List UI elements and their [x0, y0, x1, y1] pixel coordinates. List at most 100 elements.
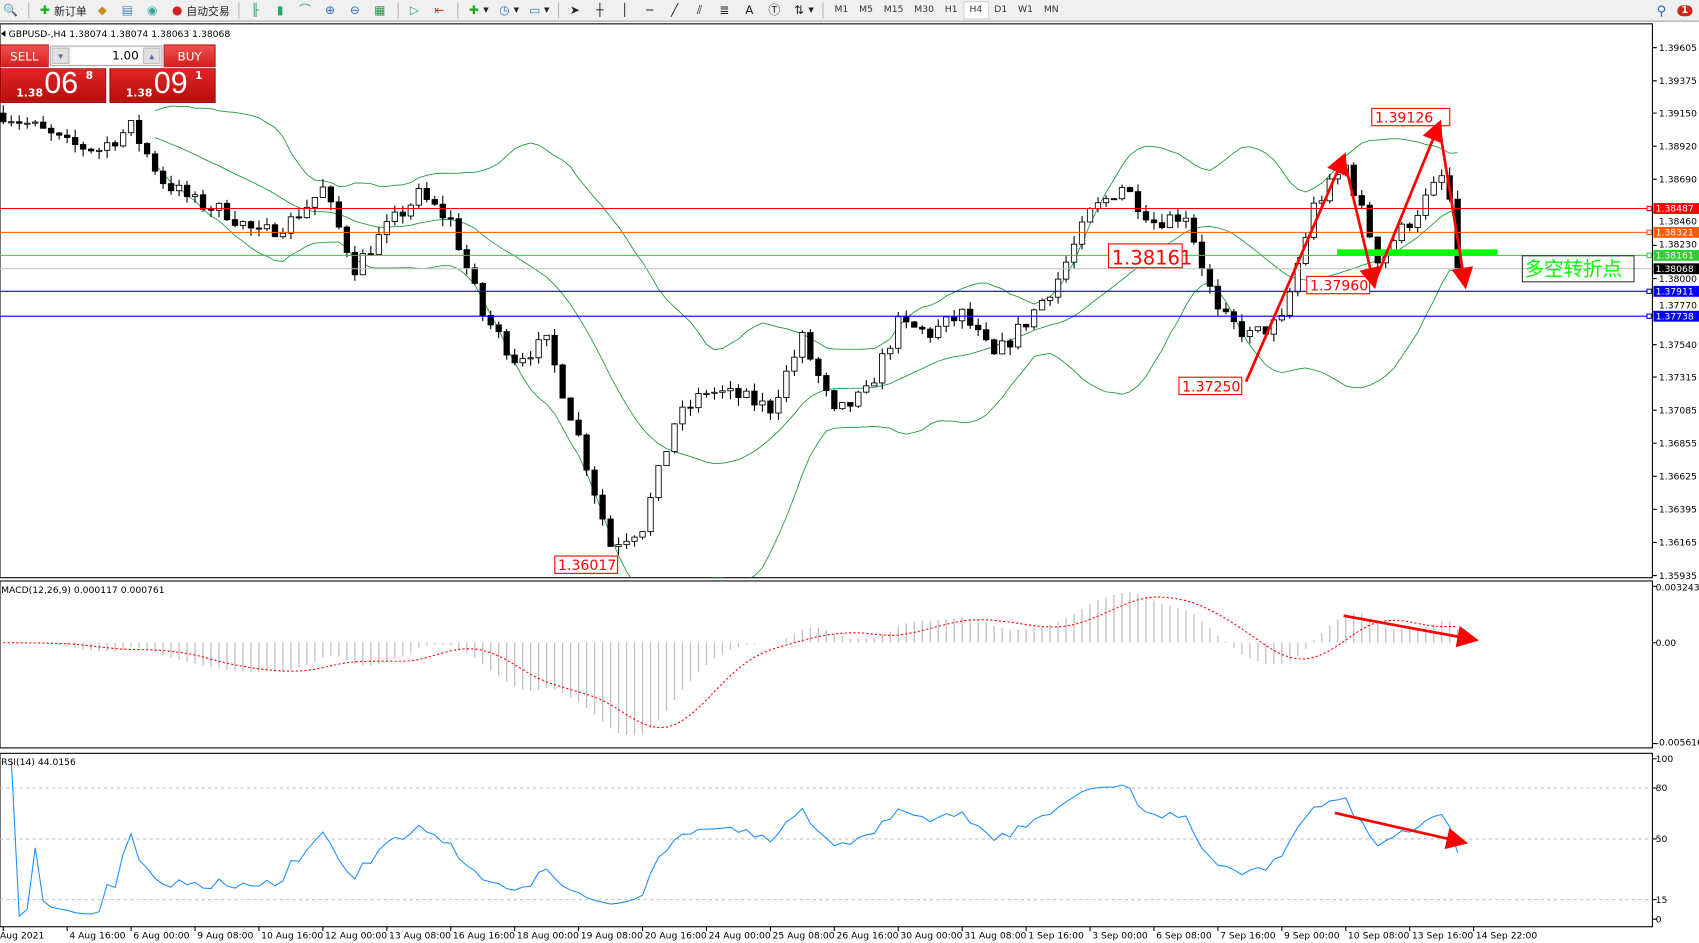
lot-decrease-button[interactable]: ▼	[52, 47, 70, 64]
auto-scroll-icon: ▷	[409, 3, 420, 18]
trendline-button[interactable]: ╱	[664, 1, 687, 19]
indicator-add-icon: ✚	[469, 3, 480, 18]
price-tick-label: 1.38460	[1659, 216, 1697, 227]
crosshair-button[interactable]: ┼	[590, 1, 613, 19]
candlestick-button[interactable]: ▮	[270, 1, 293, 19]
sell-button[interactable]: SELL	[0, 44, 49, 68]
indicators-button[interactable]: ✚ ▾	[464, 1, 492, 19]
main-chart-panel[interactable]	[0, 23, 1653, 579]
new-order-button[interactable]: ✚ 新订单	[35, 1, 90, 19]
auto-trading-button[interactable]: ● 自动交易	[167, 1, 233, 19]
templates-button[interactable]: ▭ ▾	[529, 3, 550, 18]
candle	[727, 387, 734, 392]
candlestick-icon: ▮	[276, 3, 284, 18]
auto-trading-icon: ●	[171, 3, 183, 18]
fibonacci-button[interactable]: ≣	[714, 1, 737, 19]
text-label-button[interactable]: Ⓣ	[764, 1, 787, 19]
price-tick-label: 1.37770	[1659, 300, 1697, 311]
candle	[679, 406, 686, 425]
candle	[415, 188, 422, 206]
timeframe-m5[interactable]: M5	[859, 4, 873, 16]
candle	[1030, 309, 1038, 328]
candle	[311, 197, 319, 208]
timeframe-mn[interactable]: MN	[1043, 4, 1059, 16]
timeframe-m30[interactable]: M30	[914, 4, 934, 16]
bar-chart-button[interactable]: ╟	[245, 1, 268, 19]
candle	[607, 518, 614, 547]
terminal-button[interactable]: ▤	[117, 1, 140, 19]
horizontal-line-button[interactable]: ─	[639, 1, 662, 19]
signal-icon: ◉	[147, 3, 158, 18]
candle	[519, 358, 526, 364]
arrows-button[interactable]: ⇅ ▾	[789, 1, 817, 19]
timeframe-d1[interactable]: D1	[994, 4, 1008, 16]
candle	[295, 216, 303, 219]
zoom-out-button[interactable]: ⊖	[345, 1, 368, 19]
ask-price-box[interactable]: 1.38 09 1	[109, 66, 216, 103]
line-chart-button[interactable]: ⌒	[295, 1, 318, 19]
rsi-tick-label: 15	[1656, 895, 1668, 906]
time-tick-label: 6 Aug 00:00	[133, 931, 189, 942]
candle	[1110, 198, 1118, 201]
buy-button[interactable]: BUY	[163, 44, 216, 68]
chart-area[interactable]: GBPUSD-,H4 1.38074 1.38074 1.38063 1.380…	[0, 22, 1699, 943]
pivot-note-text: 多空转折点	[1525, 257, 1622, 280]
zoom-partial-button[interactable]: 🔍	[0, 1, 23, 19]
signals-button[interactable]: ◉	[142, 1, 165, 19]
candle	[463, 249, 470, 269]
candle	[927, 328, 934, 338]
timeframe-w1[interactable]: W1	[1018, 4, 1033, 16]
chart-shift-icon: ⇤	[434, 3, 445, 18]
periods-button[interactable]: ◷ ▾	[499, 3, 520, 18]
magnifier-icon: 🔍	[3, 3, 19, 18]
timeframe-h4[interactable]: H4	[963, 1, 989, 20]
cursor-button[interactable]: ➤	[565, 1, 588, 19]
notification-badge[interactable]: 1	[1677, 4, 1693, 16]
price-tick-label: 1.38000	[1659, 274, 1697, 285]
candle	[647, 497, 654, 533]
tile-windows-button[interactable]: ▦	[369, 1, 392, 19]
candle	[191, 194, 199, 198]
timeframe-h1[interactable]: H1	[944, 4, 958, 16]
candle	[631, 536, 638, 542]
candle	[72, 137, 79, 145]
level-handle[interactable]	[1646, 313, 1652, 319]
lot-input[interactable]	[71, 47, 141, 64]
time-tick-label: 6 Sep 08:00	[1156, 931, 1212, 942]
zoom-in-button[interactable]: ⊕	[320, 1, 343, 19]
auto-scroll-button[interactable]: ▷	[404, 1, 427, 19]
search-icon[interactable]: ⚲	[1656, 2, 1667, 18]
candle	[1054, 278, 1062, 298]
timeframe-m15[interactable]: M15	[883, 4, 904, 16]
candle	[1358, 195, 1365, 206]
chart-shift-button[interactable]: ⇤	[429, 1, 452, 19]
navigator-button[interactable]: ◆	[92, 1, 115, 19]
timeframe-m1[interactable]: M1	[834, 4, 849, 16]
level-handle[interactable]	[1646, 229, 1652, 236]
level-handle[interactable]	[1646, 205, 1652, 212]
vertical-line-button[interactable]: │	[614, 1, 637, 19]
candle	[40, 121, 47, 129]
candle	[1046, 296, 1054, 301]
candle	[527, 357, 534, 360]
candle	[967, 308, 974, 326]
rsi-panel[interactable]	[0, 752, 1653, 928]
level-handle[interactable]	[1646, 288, 1652, 295]
collapse-triangle-icon[interactable]	[1, 30, 6, 37]
candle	[359, 253, 366, 276]
equidistant-channel-button[interactable]: ⫽	[689, 1, 712, 19]
candle	[487, 314, 494, 326]
text-button[interactable]: A	[739, 1, 762, 19]
candle	[32, 121, 39, 124]
macd-plot	[3, 592, 1459, 736]
lot-increase-button[interactable]: ▲	[143, 47, 161, 64]
level-handle[interactable]	[1646, 252, 1652, 259]
candle	[351, 251, 359, 276]
candle	[407, 204, 414, 217]
bid-price-box[interactable]: 1.38 06 8	[0, 66, 107, 103]
candle	[1246, 330, 1254, 337]
macd-panel[interactable]	[0, 580, 1653, 749]
candle	[1214, 285, 1222, 310]
candle	[439, 203, 446, 219]
candle	[391, 211, 398, 223]
